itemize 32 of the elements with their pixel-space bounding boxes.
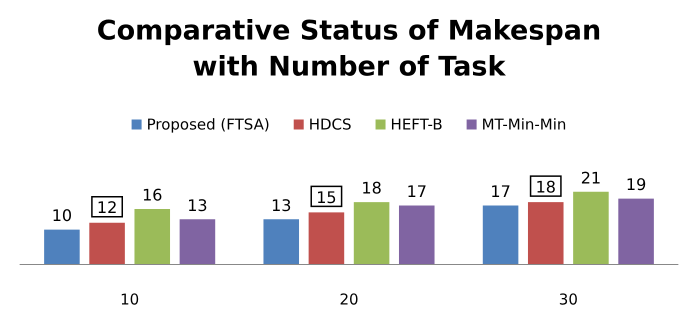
x-tick-label: 10 bbox=[120, 290, 140, 308]
bar bbox=[618, 198, 654, 264]
legend-label: Proposed (FTSA) bbox=[146, 116, 270, 134]
data-label: 13 bbox=[187, 196, 208, 215]
data-label: 13 bbox=[271, 196, 292, 215]
legend-label: HDCS bbox=[308, 116, 352, 134]
chart-title: Comparative Status of Makespan with Number of Task bbox=[96, 16, 602, 82]
legend-label: HEFT-B bbox=[390, 116, 443, 134]
data-label: 10 bbox=[52, 206, 72, 226]
data-label: 17 bbox=[406, 182, 427, 202]
data-label: 18 bbox=[361, 178, 382, 198]
bar bbox=[180, 219, 216, 264]
bar bbox=[89, 222, 125, 264]
data-label: 19 bbox=[626, 175, 646, 194]
bar bbox=[398, 206, 435, 264]
data-label: 21 bbox=[580, 168, 602, 188]
bar bbox=[44, 230, 80, 264]
data-label: 17 bbox=[490, 182, 511, 202]
legend-label: MT-Min-Min bbox=[482, 116, 566, 134]
data-label: 15 bbox=[316, 188, 337, 207]
bar bbox=[528, 202, 564, 264]
bar bbox=[482, 206, 518, 264]
bar bbox=[134, 208, 170, 264]
x-tick-label: 30 bbox=[558, 290, 578, 308]
data-label: 12 bbox=[96, 198, 118, 218]
bar bbox=[573, 192, 609, 264]
bar bbox=[263, 219, 300, 264]
data-label: 18 bbox=[536, 178, 556, 197]
x-tick-label: 20 bbox=[339, 290, 359, 308]
data-label: 16 bbox=[142, 185, 162, 204]
bar bbox=[354, 202, 390, 264]
bar bbox=[308, 212, 344, 264]
